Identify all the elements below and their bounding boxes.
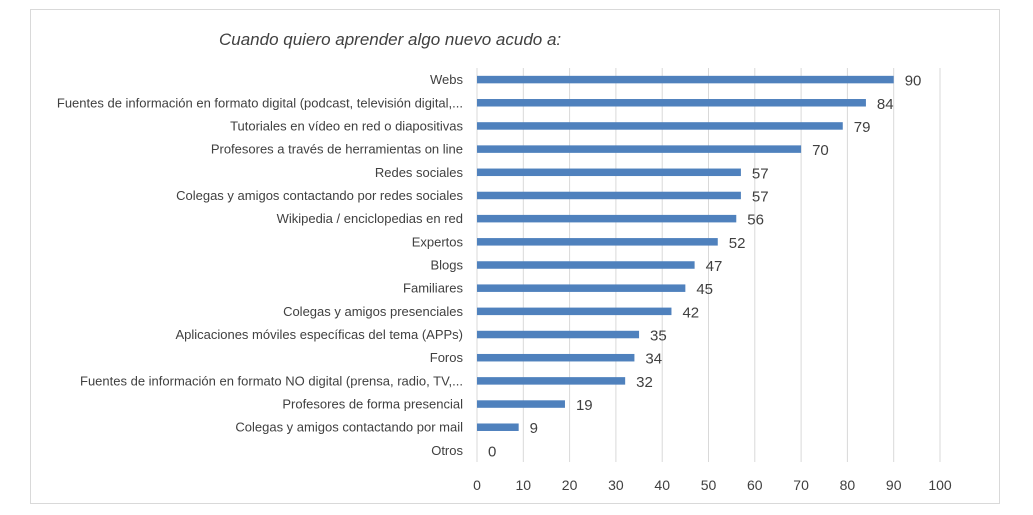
x-tick-label: 80	[840, 477, 856, 493]
x-tick-label: 50	[701, 477, 717, 493]
category-label: Foros	[430, 350, 464, 365]
x-tick-label: 100	[928, 477, 952, 493]
data-label: 42	[682, 304, 699, 321]
data-label: 34	[645, 351, 662, 368]
bar	[477, 353, 635, 362]
bar	[477, 168, 741, 177]
bar	[477, 99, 866, 107]
bar	[477, 214, 737, 223]
category-label: Fuentes de información en formato NO dig…	[80, 373, 463, 388]
data-label: 56	[747, 212, 764, 229]
data-label: 0	[488, 443, 496, 460]
data-label: 47	[706, 258, 723, 275]
bar	[477, 400, 565, 408]
bar	[477, 122, 843, 130]
category-label: Blogs	[430, 258, 463, 273]
data-label: 32	[636, 374, 653, 391]
bar	[477, 330, 640, 339]
bar	[477, 423, 519, 431]
category-label: Colegas y amigos presenciales	[283, 304, 463, 319]
data-label: 84	[877, 96, 894, 113]
category-label: Aplicaciones móviles específicas del tem…	[175, 327, 463, 342]
x-tick-label: 0	[473, 477, 481, 493]
category-label: Tutoriales en vídeo en red o diapositiva…	[230, 118, 463, 133]
category-label: Webs	[430, 72, 463, 87]
bar	[477, 377, 626, 385]
bar	[477, 145, 802, 153]
x-tick-label: 70	[793, 477, 809, 493]
x-axis-ticks: 0 10 20 30 40 50 60 70 80 90 100	[473, 477, 952, 493]
data-label: 57	[752, 188, 769, 205]
data-label: 35	[650, 328, 667, 345]
bar	[477, 238, 718, 246]
category-label: Profesores de forma presencial	[282, 397, 463, 412]
category-label: Redes sociales	[375, 165, 464, 180]
category-label: Expertos	[412, 234, 464, 249]
category-label: Profesores a través de herramientas on l…	[211, 142, 463, 157]
data-label: 52	[729, 235, 746, 252]
category-label: Familiares	[403, 281, 463, 296]
category-label: Wikipedia / enciclopedias en red	[277, 211, 463, 226]
x-tick-label: 90	[886, 477, 902, 493]
x-tick-label: 60	[747, 477, 763, 493]
chart-frame	[30, 9, 1000, 504]
data-label: 79	[854, 119, 871, 136]
grid-lines	[476, 68, 941, 462]
x-tick-label: 10	[516, 477, 532, 493]
bar	[477, 307, 672, 316]
chart-title: Cuando quiero aprender algo nuevo acudo …	[219, 30, 562, 49]
x-tick-label: 40	[654, 477, 670, 493]
data-label: 19	[576, 397, 593, 414]
category-label: Fuentes de información en formato digita…	[57, 95, 463, 110]
data-label: 45	[696, 281, 713, 298]
data-label: 70	[812, 142, 829, 159]
x-tick-label: 30	[608, 477, 624, 493]
bar	[477, 75, 894, 84]
data-label: 57	[752, 165, 769, 182]
bar	[477, 261, 695, 269]
bars	[477, 75, 894, 431]
bar	[477, 284, 686, 292]
category-label: Otros	[431, 443, 463, 458]
bar	[477, 191, 741, 200]
x-tick-label: 20	[562, 477, 578, 493]
data-label: 9	[530, 420, 538, 437]
data-label: 90	[905, 73, 922, 90]
category-label: Colegas y amigos contactando por mail	[235, 420, 463, 435]
category-label: Colegas y amigos contactando por redes s…	[176, 188, 463, 203]
category-labels: Webs Fuentes de información en formato di…	[57, 72, 464, 458]
